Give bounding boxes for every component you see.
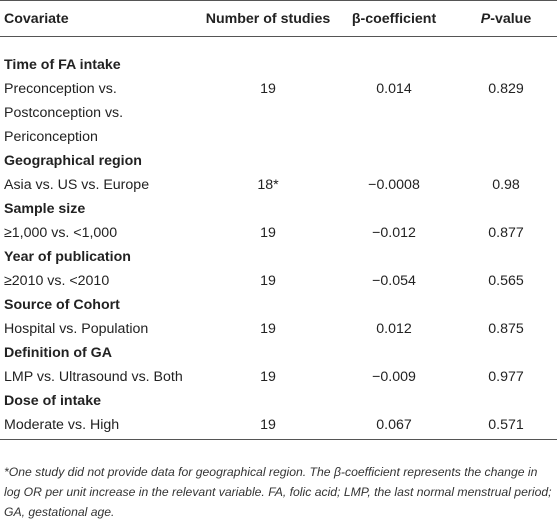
group-title-definition-of-ga: Definition of GA (4, 345, 112, 361)
group-title-source-of-cohort: Source of Cohort (4, 297, 120, 313)
table-row: ≥1,000 vs. <1,000 19 −0.012 0.877 (0, 221, 557, 245)
row-beta: −0.0008 (368, 177, 420, 193)
row-number: 19 (260, 369, 276, 385)
row-pvalue: 0.977 (488, 369, 524, 385)
group-title-dose-of-intake: Dose of intake (4, 393, 101, 409)
group-title-geographical-region: Geographical region (4, 153, 142, 169)
table-row: Asia vs. US vs. Europe 18* −0.0008 0.98 (0, 173, 557, 197)
table-row: Hospital vs. Population 19 0.012 0.875 (0, 317, 557, 341)
row-pvalue: 0.877 (488, 225, 524, 241)
row-label: LMP vs. Ultrasound vs. Both (4, 369, 183, 385)
group-heading-row: Source of Cohort (0, 293, 557, 317)
row-number: 19 (260, 225, 276, 241)
row-pvalue: 0.875 (488, 321, 524, 337)
row-number: 19 (260, 273, 276, 289)
row-beta: −0.009 (372, 369, 416, 385)
table-row: ≥2010 vs. <2010 19 −0.054 0.565 (0, 269, 557, 293)
group-heading-row: Definition of GA (0, 341, 557, 365)
header-beta-coefficient: β-coefficient (333, 0, 455, 37)
row-beta: −0.012 (372, 225, 416, 241)
header-covariate: Covariate (0, 0, 203, 37)
header-p-suffix: -value (490, 11, 532, 27)
row-number: 19 (260, 321, 276, 337)
table-row: Preconception vs. Postconception vs. Per… (0, 77, 557, 149)
row-beta: 0.014 (376, 81, 412, 97)
row-label: Hospital vs. Population (4, 321, 149, 337)
row-beta: 0.067 (333, 413, 455, 440)
header-p-letter: P (480, 11, 491, 27)
row-number: 19 (260, 81, 276, 97)
table-row: Moderate vs. High 19 0.067 0.571 (0, 413, 557, 440)
group-heading-row: Sample size (0, 197, 557, 221)
group-title-year-of-publication: Year of publication (4, 249, 131, 265)
table-row: LMP vs. Ultrasound vs. Both 19 −0.009 0.… (0, 365, 557, 389)
row-label: ≥1,000 vs. <1,000 (4, 225, 118, 241)
group-heading-row: Year of publication (0, 245, 557, 269)
row-pvalue: 0.98 (492, 177, 520, 193)
row-number: 19 (203, 413, 333, 440)
header-p-value: P-value (455, 0, 557, 37)
meta-regression-table: Covariate Number of studies β-coefficien… (0, 0, 557, 440)
row-beta: −0.054 (372, 273, 416, 289)
row-label: Preconception vs. Postconception vs. Per… (4, 81, 124, 145)
group-heading-row: Time of FA intake (0, 53, 557, 77)
row-label: ≥2010 vs. <2010 (4, 273, 110, 289)
group-heading-row: Dose of intake (0, 389, 557, 413)
table-footnote: *One study did not provide data for geog… (4, 465, 552, 519)
group-title-time-of-fa-intake: Time of FA intake (4, 57, 121, 73)
row-pvalue: 0.571 (455, 413, 557, 440)
group-heading-row: Geographical region (0, 149, 557, 173)
table-header-row: Covariate Number of studies β-coefficien… (0, 0, 557, 37)
row-pvalue: 0.829 (488, 81, 524, 97)
header-number-of-studies: Number of studies (203, 0, 333, 37)
group-title-sample-size: Sample size (4, 201, 86, 217)
row-label: Asia vs. US vs. Europe (4, 177, 150, 193)
row-beta: 0.012 (376, 321, 412, 337)
row-number: 18* (257, 177, 279, 193)
row-label: Moderate vs. High (0, 413, 203, 440)
row-pvalue: 0.565 (488, 273, 524, 289)
